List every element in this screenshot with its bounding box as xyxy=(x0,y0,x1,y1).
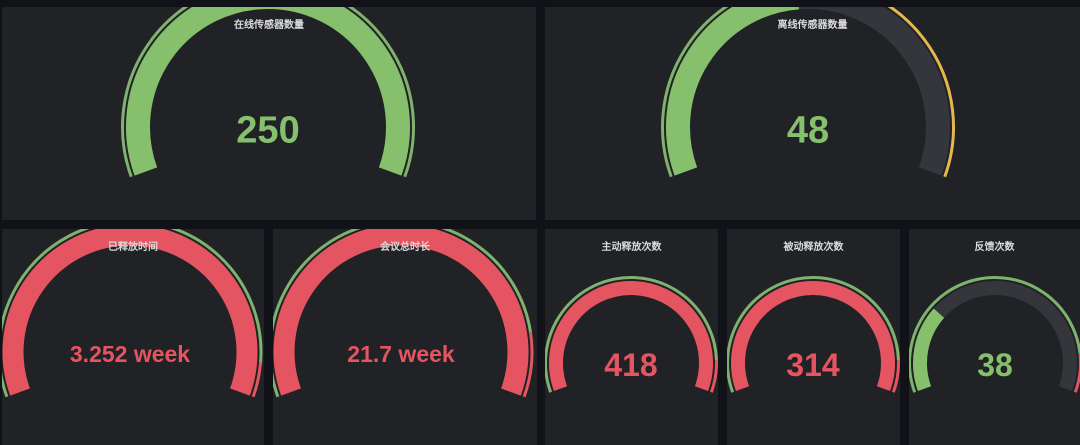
panel-title[interactable]: 离线传感器数量 xyxy=(777,20,848,31)
gauge: 3.252 week xyxy=(2,229,263,398)
gauge: 38 xyxy=(909,276,1080,393)
gauge: 314 xyxy=(727,276,900,393)
panel-title[interactable]: 被动释放次数 xyxy=(783,242,844,253)
gauge-threshold-segment xyxy=(251,362,263,398)
gauge-threshold-segment xyxy=(887,7,956,178)
gauge-threshold-segment xyxy=(709,359,718,393)
gauge-threshold-segment xyxy=(891,359,900,393)
gauge-threshold-segment xyxy=(2,229,263,398)
gauge-value: 38 xyxy=(977,347,1013,383)
panel-title[interactable]: 反馈次数 xyxy=(974,242,1015,253)
panel-feedback-count[interactable]: 38 反馈次数 xyxy=(909,229,1080,445)
gauge-threshold-segment xyxy=(545,276,718,393)
gauge-value: 21.7 week xyxy=(347,341,455,367)
gauge-value: 250 xyxy=(236,109,299,151)
gauge-value-arc xyxy=(2,229,258,396)
panel-title[interactable]: 主动释放次数 xyxy=(601,242,662,253)
gauge-threshold-segment xyxy=(661,7,729,178)
panel-title[interactable]: 会议总时长 xyxy=(380,242,430,253)
gauge-threshold-segment xyxy=(727,276,900,393)
panel-meeting-duration[interactable]: 21.7 week 会议总时长 xyxy=(273,229,537,445)
gauge: 250 xyxy=(121,7,415,178)
gauge-value-arc xyxy=(913,308,945,392)
gauge-value-arc xyxy=(273,229,529,396)
panel-passive-release-count[interactable]: 314 被动释放次数 xyxy=(727,229,900,445)
gauge: 21.7 week xyxy=(273,229,534,398)
gauge-value: 48 xyxy=(787,109,829,151)
gauge-value-arc xyxy=(126,7,410,176)
gauge-value-arc xyxy=(666,7,800,176)
gauge: 48 xyxy=(661,7,956,178)
panel-online-sensors[interactable]: 250 在线传感器数量 xyxy=(2,7,536,220)
panel-title[interactable]: 已释放时间 xyxy=(108,242,158,253)
panel-offline-sensors[interactable]: 48 离线传感器数量 xyxy=(545,7,1080,220)
gauge-value-arc xyxy=(549,281,713,392)
gauge-threshold-segment xyxy=(273,229,533,398)
panel-title[interactable]: 在线传感器数量 xyxy=(234,20,304,31)
gauge-value-arc xyxy=(731,281,895,392)
gauge-value: 3.252 week xyxy=(70,341,190,367)
gauge-threshold-segment xyxy=(121,7,415,178)
gauge-value: 314 xyxy=(786,347,840,383)
gauge: 418 xyxy=(545,276,718,393)
gauge-threshold-segment xyxy=(909,276,1080,393)
gauge-value: 418 xyxy=(604,347,657,383)
panel-released-time[interactable]: 3.252 week 已释放时间 xyxy=(2,229,264,445)
gauge-threshold-segment xyxy=(522,332,534,398)
panel-active-release-count[interactable]: 418 主动释放次数 xyxy=(545,229,718,445)
